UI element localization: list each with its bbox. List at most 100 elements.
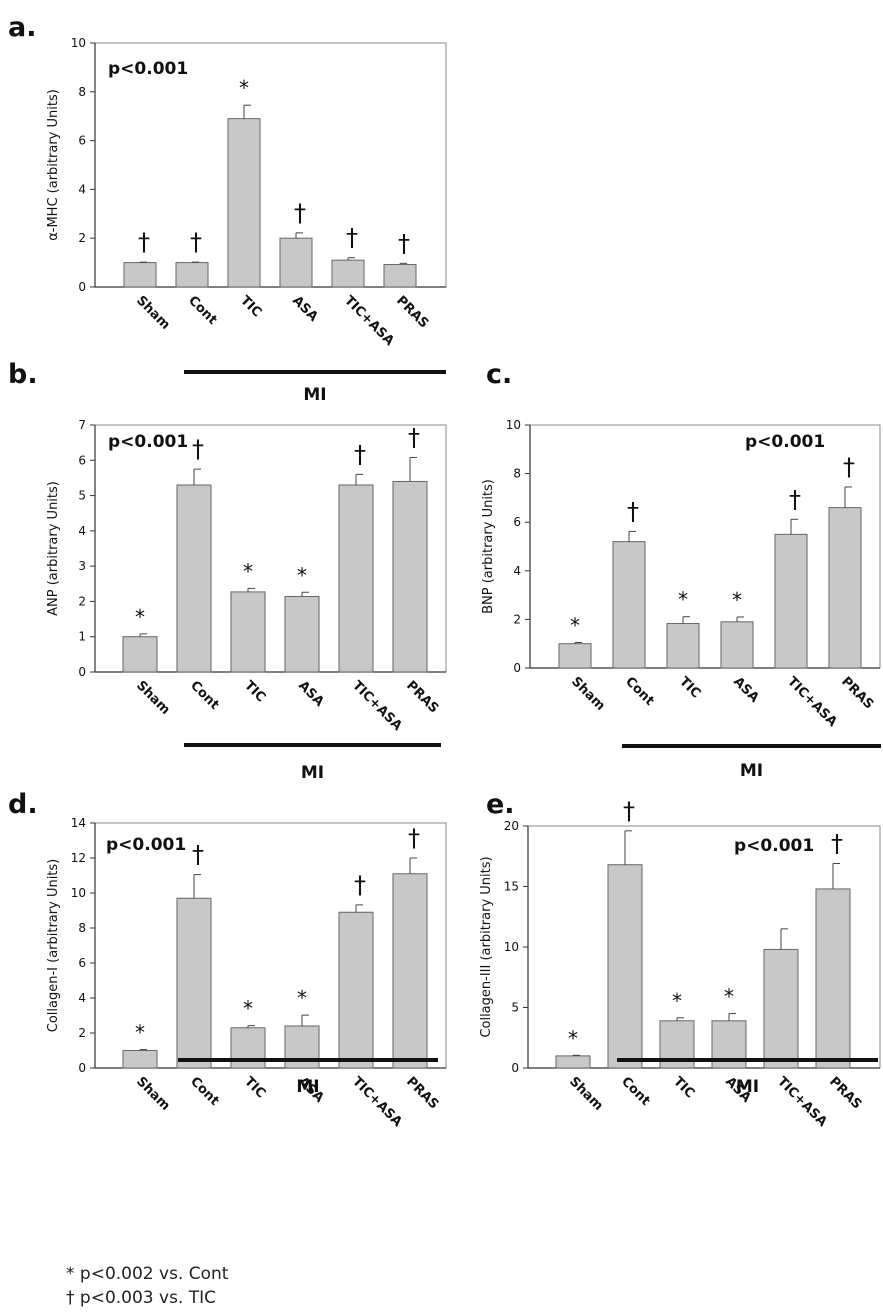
y-axis-label: Collagen-I (arbitrary Units): [46, 859, 61, 1033]
y-tick-label: 0: [513, 661, 521, 675]
group-label: MI: [736, 1077, 759, 1097]
asterisk-mark: *: [243, 997, 253, 1021]
category-label: TIC: [676, 674, 703, 701]
bar-asa: [720, 621, 754, 669]
bar-sham: [122, 636, 158, 673]
panel-letter: e.: [486, 789, 515, 820]
group-label: MI: [303, 385, 326, 405]
chart-panel-2: b. 0 1 2 3 4 5 6 7 ANP (arbitrary Units) * Sham † Con…: [8, 359, 447, 783]
dagger-mark: †: [398, 229, 410, 257]
category-label: TIC: [670, 1074, 697, 1101]
bar-tic-plus-asa: [338, 911, 374, 1069]
y-tick-label: 6: [78, 134, 86, 148]
y-tick-label: 4: [78, 524, 86, 538]
asterisk-mark: *: [297, 563, 307, 587]
dagger-mark: †: [623, 797, 635, 825]
group-label: MI: [301, 763, 324, 783]
p-value-annotation: p<0.001: [108, 59, 188, 79]
dagger-mark: †: [627, 497, 639, 525]
category-label: TIC+ASA: [341, 293, 397, 349]
dagger-mark: †: [190, 228, 202, 256]
y-tick-label: 14: [71, 816, 86, 830]
category-label: PRAS: [403, 678, 441, 716]
panel-letter: d.: [8, 789, 38, 820]
bar-asa: [279, 237, 313, 288]
chart-panel-1: a. 0 2 4 6 8 10 α-MHC (arbitrary Units) † Sham † Co…: [8, 12, 447, 405]
dagger-mark: †: [346, 224, 358, 252]
y-tick-label: 0: [78, 1061, 86, 1075]
category-label: Sham: [566, 1074, 606, 1114]
bar-sham: [555, 1055, 591, 1069]
category-label: TIC+ASA: [349, 1074, 405, 1130]
bar-cont: [176, 897, 212, 1069]
bar-cont: [607, 864, 643, 1069]
p-value-annotation: p<0.001: [108, 432, 188, 452]
chart-panel-3: c. 0 2 4 6 8 10 BNP (arbitrary Units) * Sham † Cont…: [481, 359, 881, 781]
p-value-annotation: p<0.001: [734, 836, 814, 856]
y-tick-label: 6: [78, 956, 86, 970]
asterisk-mark: *: [568, 1026, 578, 1050]
y-tick-label: 12: [71, 851, 86, 865]
asterisk-mark: *: [135, 605, 145, 629]
category-label: Sham: [133, 293, 173, 333]
category-label: Cont: [622, 674, 657, 709]
category-label: TIC+ASA: [349, 678, 405, 734]
category-label: PRAS: [838, 674, 876, 712]
bar-tic: [227, 118, 261, 288]
y-tick-label: 2: [78, 594, 86, 608]
legend-dagger-note: † p<0.003 vs. TIC: [66, 1288, 217, 1308]
plot-frame: [529, 424, 881, 669]
bar-pras: [815, 888, 851, 1069]
bar-pras: [383, 264, 417, 288]
dagger-mark: †: [831, 830, 843, 858]
group-label: MI: [296, 1077, 319, 1097]
chart-panel-5: e. 0 5 10 15 20 Collagen-III (arbitrary Units)…: [479, 789, 881, 1130]
category-label: PRAS: [826, 1074, 864, 1112]
asterisk-mark: *: [297, 986, 307, 1010]
y-tick-label: 4: [513, 564, 521, 578]
bar-tic-plus-asa: [763, 948, 799, 1069]
y-tick-label: 8: [78, 921, 86, 935]
category-label: TIC: [241, 678, 268, 705]
bar-cont: [175, 262, 209, 288]
bar-pras: [392, 480, 428, 673]
bar-pras: [828, 507, 862, 669]
bar-cont: [612, 541, 646, 669]
category-label: ASA: [295, 678, 326, 709]
bar-asa: [284, 595, 320, 673]
y-tick-label: 3: [78, 559, 86, 573]
asterisk-mark: *: [570, 613, 580, 637]
bar-sham: [123, 262, 157, 288]
asterisk-mark: *: [239, 76, 249, 100]
y-tick-label: 2: [513, 612, 521, 626]
dagger-mark: †: [354, 871, 366, 899]
category-label: Sham: [133, 1074, 173, 1114]
y-axis-label: α-MHC (arbitrary Units): [46, 89, 61, 241]
category-label: ASA: [289, 293, 320, 324]
category-label: PRAS: [393, 293, 431, 331]
y-tick-label: 1: [78, 630, 86, 644]
bar-pras: [392, 873, 428, 1069]
y-axis-label: ANP (arbitrary Units): [46, 481, 61, 616]
dagger-mark: †: [408, 824, 420, 852]
category-label: ASA: [730, 674, 761, 705]
y-tick-label: 5: [511, 1001, 519, 1015]
asterisk-mark: *: [724, 985, 734, 1009]
bar-tic: [666, 623, 700, 669]
y-tick-label: 8: [513, 467, 521, 481]
y-tick-label: 2: [78, 231, 86, 245]
panel-letter: b.: [8, 359, 38, 390]
y-tick-label: 10: [504, 940, 519, 954]
bar-tic-plus-asa: [774, 533, 808, 669]
dagger-mark: †: [789, 485, 801, 513]
chart-panel-4: d. 0 2 4 6 8 10 12 14 Collagen-I (arbitrary Units…: [8, 789, 447, 1130]
y-tick-label: 6: [78, 453, 86, 467]
y-tick-label: 8: [78, 85, 86, 99]
y-tick-label: 0: [511, 1061, 519, 1075]
y-tick-label: 7: [78, 418, 86, 432]
dagger-mark: †: [843, 453, 855, 481]
bar-sham: [122, 1050, 158, 1069]
category-label: TIC: [241, 1074, 268, 1101]
y-tick-label: 0: [78, 280, 86, 294]
